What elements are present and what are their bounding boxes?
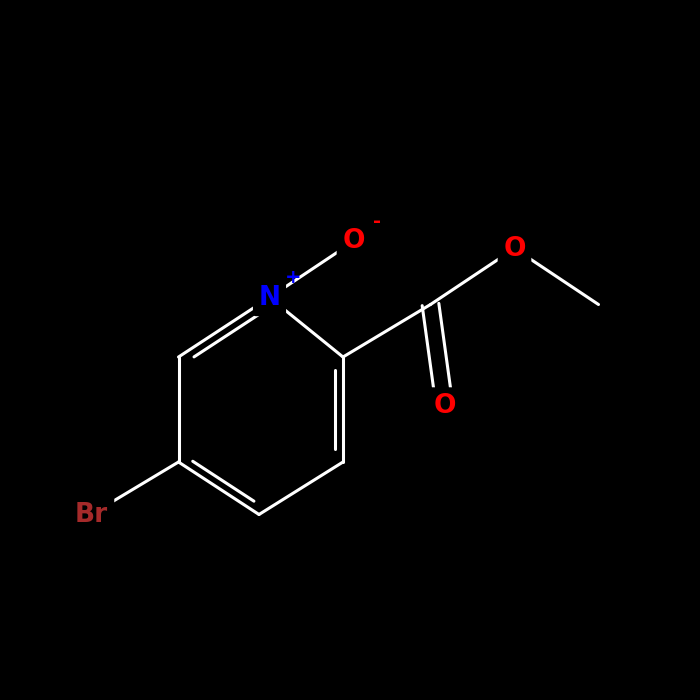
Text: O: O [340, 226, 367, 257]
Text: -: - [373, 212, 382, 232]
Text: O: O [342, 228, 365, 255]
Text: O: O [501, 233, 528, 264]
Text: O: O [433, 393, 456, 419]
Text: Br: Br [71, 499, 111, 530]
Text: +: + [285, 268, 302, 288]
Text: Br: Br [74, 501, 108, 528]
Text: O: O [431, 391, 458, 421]
Text: N: N [258, 284, 281, 311]
Text: O: O [503, 235, 526, 262]
Text: N: N [256, 282, 283, 313]
